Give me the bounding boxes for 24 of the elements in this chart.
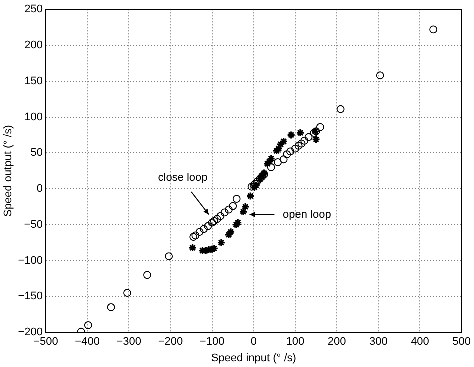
x-tick-label: 500 [452, 336, 472, 348]
x-tick-label: 200 [328, 336, 346, 348]
y-tick-label: 100 [24, 111, 43, 124]
y-tick-label: 0 [36, 183, 43, 196]
x-axis-title: Speed input (° /s) [211, 352, 296, 364]
y-tick-label: 50 [30, 147, 43, 160]
x-tick-label: −200 [158, 336, 184, 348]
x-tick-label: 400 [411, 336, 430, 348]
x-tick-label: −500 [34, 336, 58, 348]
y-axis-title: Speed output (° /s) [2, 125, 15, 218]
y-tick-label: 150 [24, 75, 43, 88]
y-tick-label: −100 [18, 254, 43, 267]
y-tick-label: 250 [24, 4, 43, 16]
annotation: close loop [158, 172, 208, 184]
x-tick-label: 300 [369, 336, 388, 348]
y-tick-label: −50 [24, 218, 43, 231]
y-tick-label: −150 [18, 290, 43, 303]
x-tick-label: −300 [116, 336, 142, 348]
x-tick-label: −400 [75, 336, 100, 348]
y-tick-label: 200 [24, 40, 43, 52]
x-tick-label: 0 [250, 336, 257, 348]
x-tick-label: 100 [286, 336, 305, 348]
x-tick-label: −100 [200, 336, 225, 348]
annotation: open loop [283, 208, 332, 221]
